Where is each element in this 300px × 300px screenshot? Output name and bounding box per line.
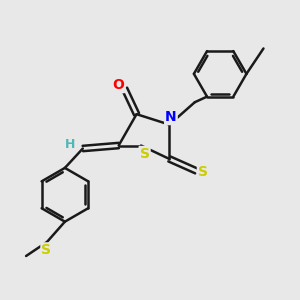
Text: S: S <box>140 147 150 161</box>
Text: O: O <box>112 78 124 92</box>
Text: N: N <box>165 110 177 124</box>
Text: S: S <box>41 243 51 257</box>
Text: S: S <box>198 164 208 178</box>
Text: H: H <box>65 138 76 152</box>
